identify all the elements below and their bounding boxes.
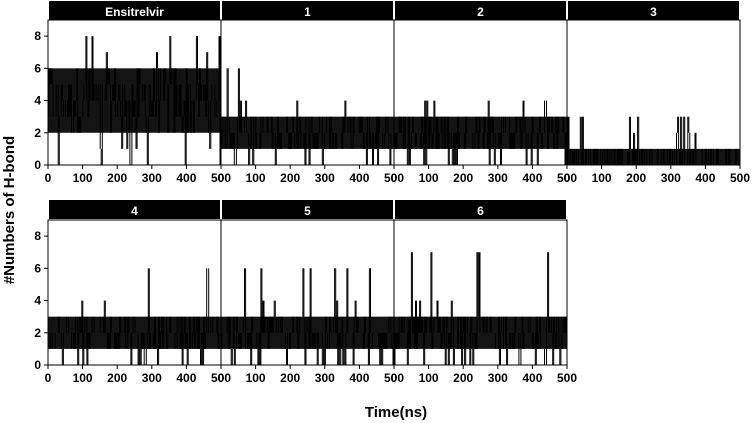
x-tick-label: 100 (419, 371, 439, 385)
x-tick-label: 300 (315, 171, 335, 185)
trace-core (567, 148, 740, 165)
panel-6: 5 0 100 200 300 400 500 (218, 200, 404, 385)
x-tick-label: 300 (488, 171, 508, 185)
x-tick-label: 400 (349, 171, 369, 185)
panel-title: 2 (477, 5, 484, 19)
x-tick-label: 400 (349, 371, 369, 385)
trace-core (394, 116, 567, 149)
panel-strip (222, 1, 393, 20)
x-tick-label: 300 (315, 371, 335, 385)
x-tick-label: 0 (218, 371, 225, 385)
y-tick-label: 4 (34, 294, 41, 308)
x-tick-label: 500 (557, 171, 577, 185)
x-tick-label: 300 (488, 371, 508, 385)
panel-1: Ensitrelvir 0 2 4 6 8 0 100 200 300 400 500 (34, 1, 231, 185)
x-tick-label: 500 (211, 371, 231, 385)
plot-frame (393, 219, 568, 366)
panel-strip (568, 1, 739, 20)
y-tick-label: 8 (34, 229, 41, 243)
panel-title: Ensitrelvir (105, 5, 164, 19)
x-tick-label: 0 (391, 371, 398, 385)
x-tick-label: 500 (730, 171, 750, 185)
panel-title: 6 (477, 204, 484, 218)
panel-strip (395, 200, 566, 219)
x-tick-label: 200 (453, 171, 473, 185)
y-tick-label: 0 (34, 358, 41, 372)
x-axis-label: Time(ns) (365, 404, 427, 421)
panel-title: 3 (650, 5, 657, 19)
y-tick-label: 8 (34, 29, 41, 43)
y-tick-label: 0 (34, 158, 41, 172)
trace-core (221, 116, 394, 149)
y-tick-label: 2 (34, 126, 41, 140)
x-tick-label: 100 (246, 171, 266, 185)
y-tick-label: 2 (34, 326, 41, 340)
x-tick-label: 400 (176, 171, 196, 185)
x-tick-label: 100 (592, 171, 612, 185)
y-tick-label: 6 (34, 261, 41, 275)
panel-title: 5 (304, 204, 311, 218)
series-trace (220, 68, 392, 165)
panel-title: 4 (131, 204, 138, 218)
panel-5: 4 0 2 4 6 8 0 100 200 300 400 500 (34, 200, 231, 385)
plot-frame (566, 19, 741, 166)
x-tick-label: 500 (384, 171, 404, 185)
panel-4: 3 0 100 200 300 400 500 (564, 1, 750, 185)
trace-core (48, 68, 221, 133)
panel-3: 2 0 100 200 300 400 500 (391, 1, 577, 185)
panel-strip (49, 1, 220, 20)
x-tick-label: 100 (419, 171, 439, 185)
x-tick-label: 0 (218, 171, 225, 185)
x-tick-label: 500 (211, 171, 231, 185)
x-tick-label: 0 (391, 171, 398, 185)
panel-7: 6 0 100 200 300 400 500 (391, 200, 577, 385)
y-tick-label: 4 (34, 94, 41, 108)
x-tick-label: 100 (246, 371, 266, 385)
series-trace (47, 268, 220, 365)
x-tick-label: 100 (73, 171, 93, 185)
x-tick-label: 200 (626, 171, 646, 185)
x-tick-label: 0 (45, 171, 52, 185)
trace-core (221, 316, 394, 349)
panel-strip (49, 200, 220, 219)
x-tick-label: 400 (522, 371, 542, 385)
x-tick-label: 300 (142, 371, 162, 385)
x-tick-label: 200 (107, 371, 127, 385)
x-tick-label: 0 (45, 371, 52, 385)
y-axis-label: #Numbers of H-bond (1, 136, 18, 284)
x-tick-label: 500 (384, 371, 404, 385)
x-tick-label: 300 (142, 171, 162, 185)
x-tick-label: 100 (73, 371, 93, 385)
x-tick-label: 300 (661, 171, 681, 185)
x-tick-label: 0 (564, 171, 571, 185)
x-tick-label: 200 (107, 171, 127, 185)
x-tick-label: 500 (557, 371, 577, 385)
trace-core (394, 316, 567, 349)
x-tick-label: 400 (695, 171, 715, 185)
series-trace (220, 268, 395, 365)
panel-title: 1 (304, 5, 311, 19)
panel-2: 1 0 100 200 300 400 500 (218, 1, 404, 185)
panel-strip (222, 200, 393, 219)
panel-strip (395, 1, 566, 20)
y-tick-label: 6 (34, 61, 41, 75)
trace-core (48, 316, 221, 349)
x-tick-label: 200 (453, 371, 473, 385)
x-tick-label: 400 (176, 371, 196, 385)
x-tick-label: 400 (522, 171, 542, 185)
x-tick-label: 200 (280, 371, 300, 385)
x-tick-label: 200 (280, 171, 300, 185)
